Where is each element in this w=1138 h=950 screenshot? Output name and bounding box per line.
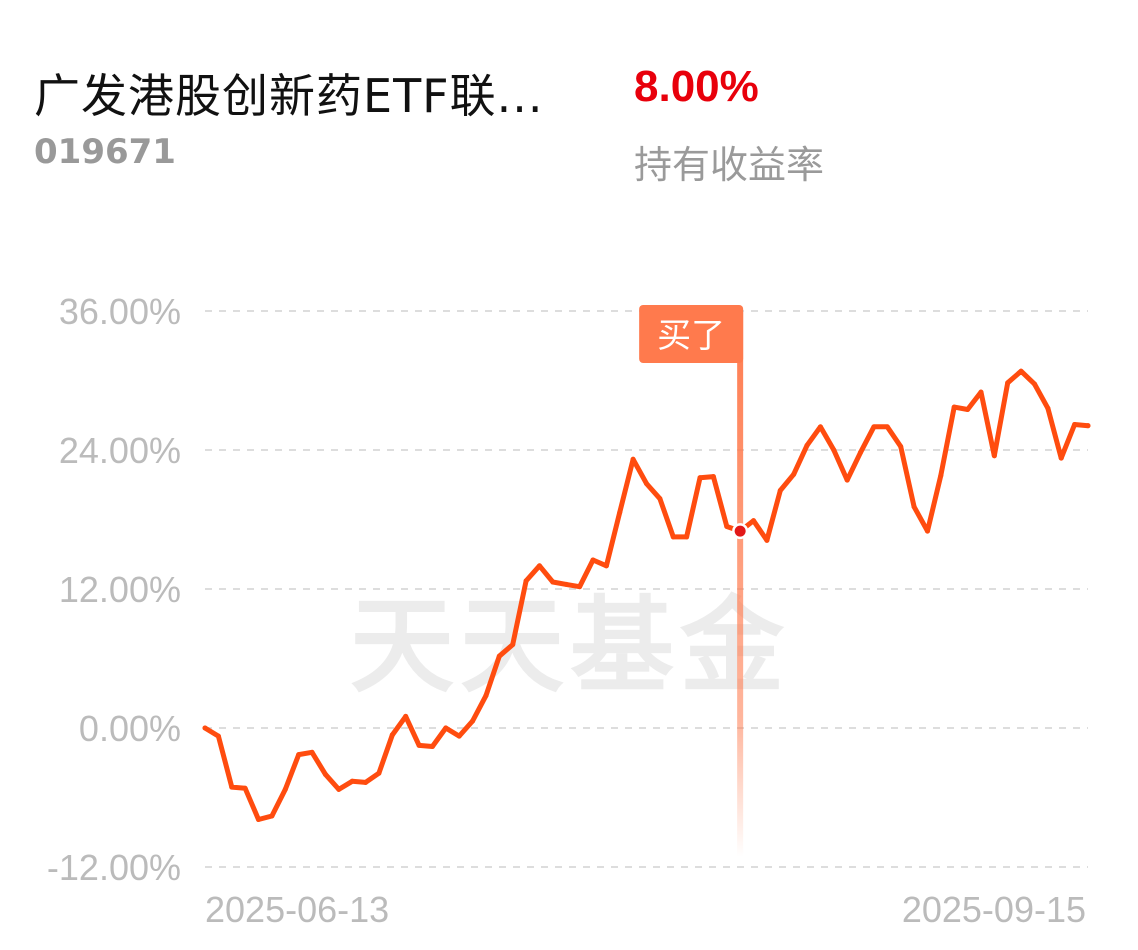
data-point <box>965 406 971 412</box>
buy-marker-label: 买了 <box>657 316 725 356</box>
holding-return-label: 持有收益率 <box>634 143 825 187</box>
data-point <box>256 817 262 823</box>
data-point <box>884 424 890 430</box>
data-point <box>817 424 823 430</box>
data-point <box>724 523 730 529</box>
data-point <box>858 449 864 455</box>
data-point <box>630 456 636 462</box>
data-point <box>349 778 355 784</box>
data-point <box>898 444 904 450</box>
data-point <box>831 447 837 453</box>
data-point <box>296 752 302 758</box>
data-point <box>657 496 663 502</box>
data-point <box>1018 368 1024 374</box>
data-point <box>483 693 489 699</box>
data-point <box>804 442 810 448</box>
data-point <box>416 742 422 748</box>
data-point <box>496 653 502 659</box>
data-point <box>550 579 556 585</box>
data-point <box>363 779 369 785</box>
data-point <box>590 557 596 563</box>
fund-code: 019671 <box>34 132 176 172</box>
data-point <box>670 534 676 540</box>
data-point <box>777 488 783 494</box>
data-point <box>751 518 757 524</box>
data-point <box>269 813 275 819</box>
data-point <box>336 786 342 792</box>
data-point <box>764 537 770 543</box>
data-point <box>938 472 944 478</box>
data-point <box>309 749 315 755</box>
data-point <box>443 725 449 731</box>
data-point <box>791 471 797 477</box>
data-point <box>563 581 569 587</box>
data-point <box>577 584 583 590</box>
data-point <box>603 563 609 569</box>
buy-point <box>734 525 746 537</box>
buy-marker-line <box>737 312 744 857</box>
data-point <box>924 528 930 534</box>
y-tick-label: 12.00% <box>59 569 181 610</box>
fund-name: 广发港股创新药ETF联... <box>34 69 544 123</box>
data-point <box>470 718 476 724</box>
data-point <box>644 481 649 487</box>
data-point <box>536 563 542 569</box>
data-point <box>403 713 409 719</box>
data-point <box>1031 381 1037 387</box>
y-tick-label: 36.00% <box>59 291 181 332</box>
data-point <box>376 770 382 776</box>
data-point <box>911 504 917 510</box>
data-point <box>510 642 516 648</box>
y-tick-label: 24.00% <box>59 430 181 471</box>
data-point <box>1058 455 1064 461</box>
data-point <box>429 744 435 750</box>
data-point <box>951 404 957 410</box>
y-tick-label: -12.00% <box>47 847 181 888</box>
data-point <box>215 733 221 739</box>
data-point <box>242 785 248 791</box>
data-point <box>991 453 997 459</box>
data-point <box>684 534 690 540</box>
data-point <box>456 733 462 739</box>
data-point <box>844 477 850 483</box>
x-end-label: 2025-09-15 <box>902 889 1086 930</box>
data-point <box>871 424 877 430</box>
data-point <box>523 578 529 584</box>
data-point <box>697 475 703 481</box>
data-point <box>1085 423 1091 429</box>
data-point <box>202 725 208 731</box>
buy-marker-tag <box>639 305 744 363</box>
data-point <box>1072 422 1078 428</box>
holding-return-value: 8.00% <box>634 62 759 111</box>
data-point <box>617 510 623 516</box>
x-start-label: 2025-06-13 <box>205 889 389 930</box>
data-point <box>978 389 984 395</box>
data-point <box>710 474 716 480</box>
watermark-text: 天天基金 <box>350 585 790 707</box>
data-point <box>229 784 235 790</box>
data-point <box>1005 380 1011 386</box>
y-tick-label: 0.00% <box>79 708 181 749</box>
data-point <box>322 771 328 777</box>
data-point <box>389 732 395 738</box>
data-point <box>1045 405 1051 411</box>
data-point <box>282 786 288 792</box>
